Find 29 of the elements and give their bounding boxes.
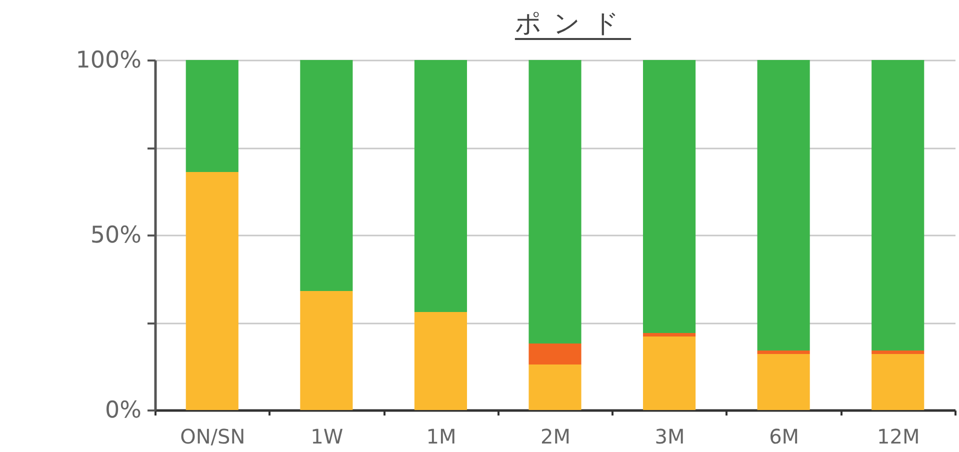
bar (186, 172, 238, 410)
bar (528, 364, 582, 410)
x-tick-label: ON/SN (180, 424, 246, 448)
y-tick-label: 50% (90, 222, 142, 248)
bar (872, 354, 924, 410)
bar (300, 60, 353, 291)
bar (872, 350, 924, 354)
y-tick-label: 100% (76, 48, 142, 74)
x-tick-label: 2M (540, 424, 570, 448)
bar (872, 60, 924, 350)
x-tick-label: 6M (769, 424, 800, 448)
bar (643, 333, 696, 336)
bar (643, 336, 696, 410)
x-tick-label: 12M (877, 424, 920, 448)
chart-title: ポンド (514, 9, 632, 39)
bar (300, 291, 353, 410)
bar (528, 60, 582, 344)
bar (757, 60, 810, 350)
bar (414, 312, 467, 410)
bar (528, 344, 582, 364)
y-tick-label: 0% (105, 398, 142, 424)
x-tick-label: 3M (654, 424, 685, 448)
x-tick-label: 1W (310, 424, 344, 448)
bar (414, 60, 467, 312)
bar (757, 350, 810, 354)
bar (643, 60, 696, 333)
bar (757, 354, 810, 410)
x-tick-label: 1M (426, 424, 456, 448)
bar (186, 60, 238, 172)
